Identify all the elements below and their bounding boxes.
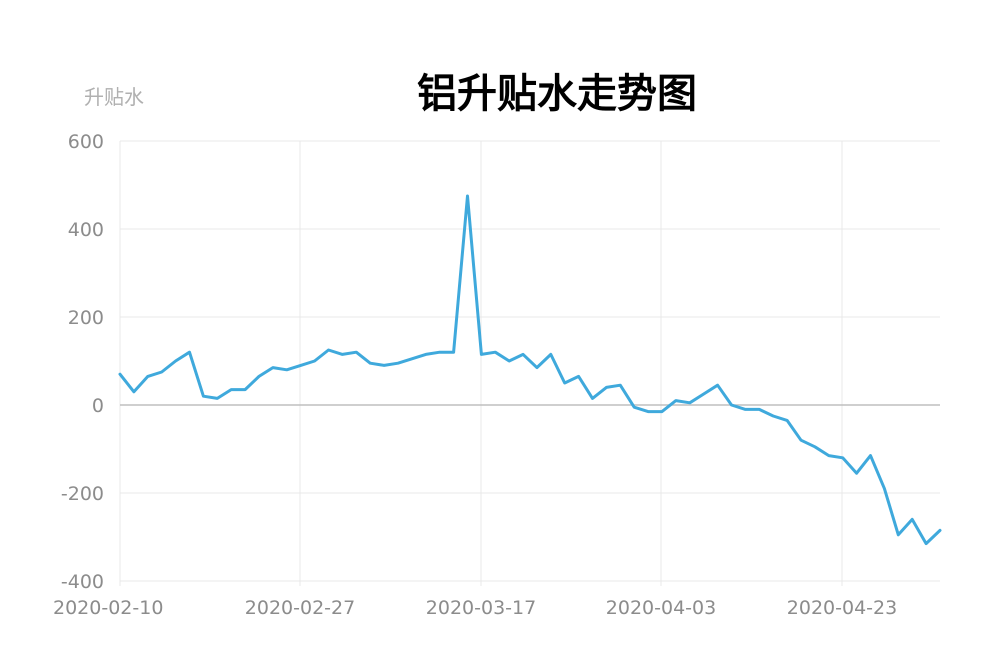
data-point <box>479 352 483 356</box>
data-point <box>424 352 428 356</box>
data-point <box>466 194 470 198</box>
data-point <box>730 403 734 407</box>
y-tick-label: 400 <box>68 219 104 241</box>
data-point <box>563 381 567 385</box>
data-point <box>716 383 720 387</box>
y-tick-label: -400 <box>61 571 104 593</box>
data-point <box>410 357 414 361</box>
data-point <box>591 396 595 400</box>
data-point <box>257 374 261 378</box>
data-point <box>243 388 247 392</box>
data-point <box>521 352 525 356</box>
series-line <box>118 194 942 546</box>
data-point <box>688 401 692 405</box>
x-tick-label: 2020-02-10 <box>53 597 163 619</box>
data-point <box>146 374 150 378</box>
data-point <box>174 359 178 363</box>
series <box>118 194 942 546</box>
data-point <box>841 456 845 460</box>
data-point <box>743 407 747 411</box>
tick-labels: 600 400 200 0 -200 -400 2020-02-10 2020-02-27 20… <box>53 131 897 619</box>
data-point <box>299 363 303 367</box>
data-point <box>507 359 511 363</box>
axes <box>119 141 940 581</box>
data-point <box>577 374 581 378</box>
grid <box>119 140 940 586</box>
data-point <box>702 392 706 396</box>
data-point <box>549 352 553 356</box>
data-point <box>160 370 164 374</box>
data-point <box>535 366 539 370</box>
data-point <box>646 410 650 414</box>
y-tick-label: 600 <box>68 131 104 153</box>
data-point <box>869 454 873 458</box>
data-point <box>910 517 914 521</box>
data-point <box>674 399 678 403</box>
data-point <box>924 542 928 546</box>
data-point <box>215 396 219 400</box>
data-point <box>118 372 122 376</box>
x-tick-label: 2020-02-27 <box>245 597 355 619</box>
data-point <box>896 533 900 537</box>
data-point <box>604 385 608 389</box>
y-tick-label: 0 <box>92 395 104 417</box>
data-point <box>438 350 442 354</box>
data-point <box>632 405 636 409</box>
data-point <box>855 471 859 475</box>
data-point <box>201 394 205 398</box>
data-point <box>368 361 372 365</box>
y-tick-label: 200 <box>68 307 104 329</box>
data-point <box>313 359 317 363</box>
data-point <box>660 410 664 414</box>
data-point <box>813 445 817 449</box>
data-point <box>882 487 886 491</box>
data-point <box>285 368 289 372</box>
data-point <box>327 348 331 352</box>
data-point <box>271 366 275 370</box>
chart-title: 铝升贴水走势图 <box>417 71 697 117</box>
y-axis-label: 升贴水 <box>84 85 144 109</box>
data-point <box>340 352 344 356</box>
data-point <box>757 407 761 411</box>
data-point <box>354 350 358 354</box>
data-point <box>827 454 831 458</box>
y-tick-label: -200 <box>61 483 104 505</box>
data-point <box>382 363 386 367</box>
data-point <box>938 528 942 532</box>
data-point <box>188 350 192 354</box>
data-point <box>771 414 775 418</box>
data-point <box>229 388 233 392</box>
data-point <box>799 438 803 442</box>
x-tick-label: 2020-04-23 <box>787 597 897 619</box>
data-point <box>618 383 622 387</box>
x-tick-label: 2020-04-03 <box>606 597 716 619</box>
data-point <box>493 350 497 354</box>
data-point <box>785 418 789 422</box>
data-point <box>396 361 400 365</box>
x-tick-label: 2020-03-17 <box>426 597 536 619</box>
data-point <box>132 390 136 394</box>
data-point <box>452 350 456 354</box>
